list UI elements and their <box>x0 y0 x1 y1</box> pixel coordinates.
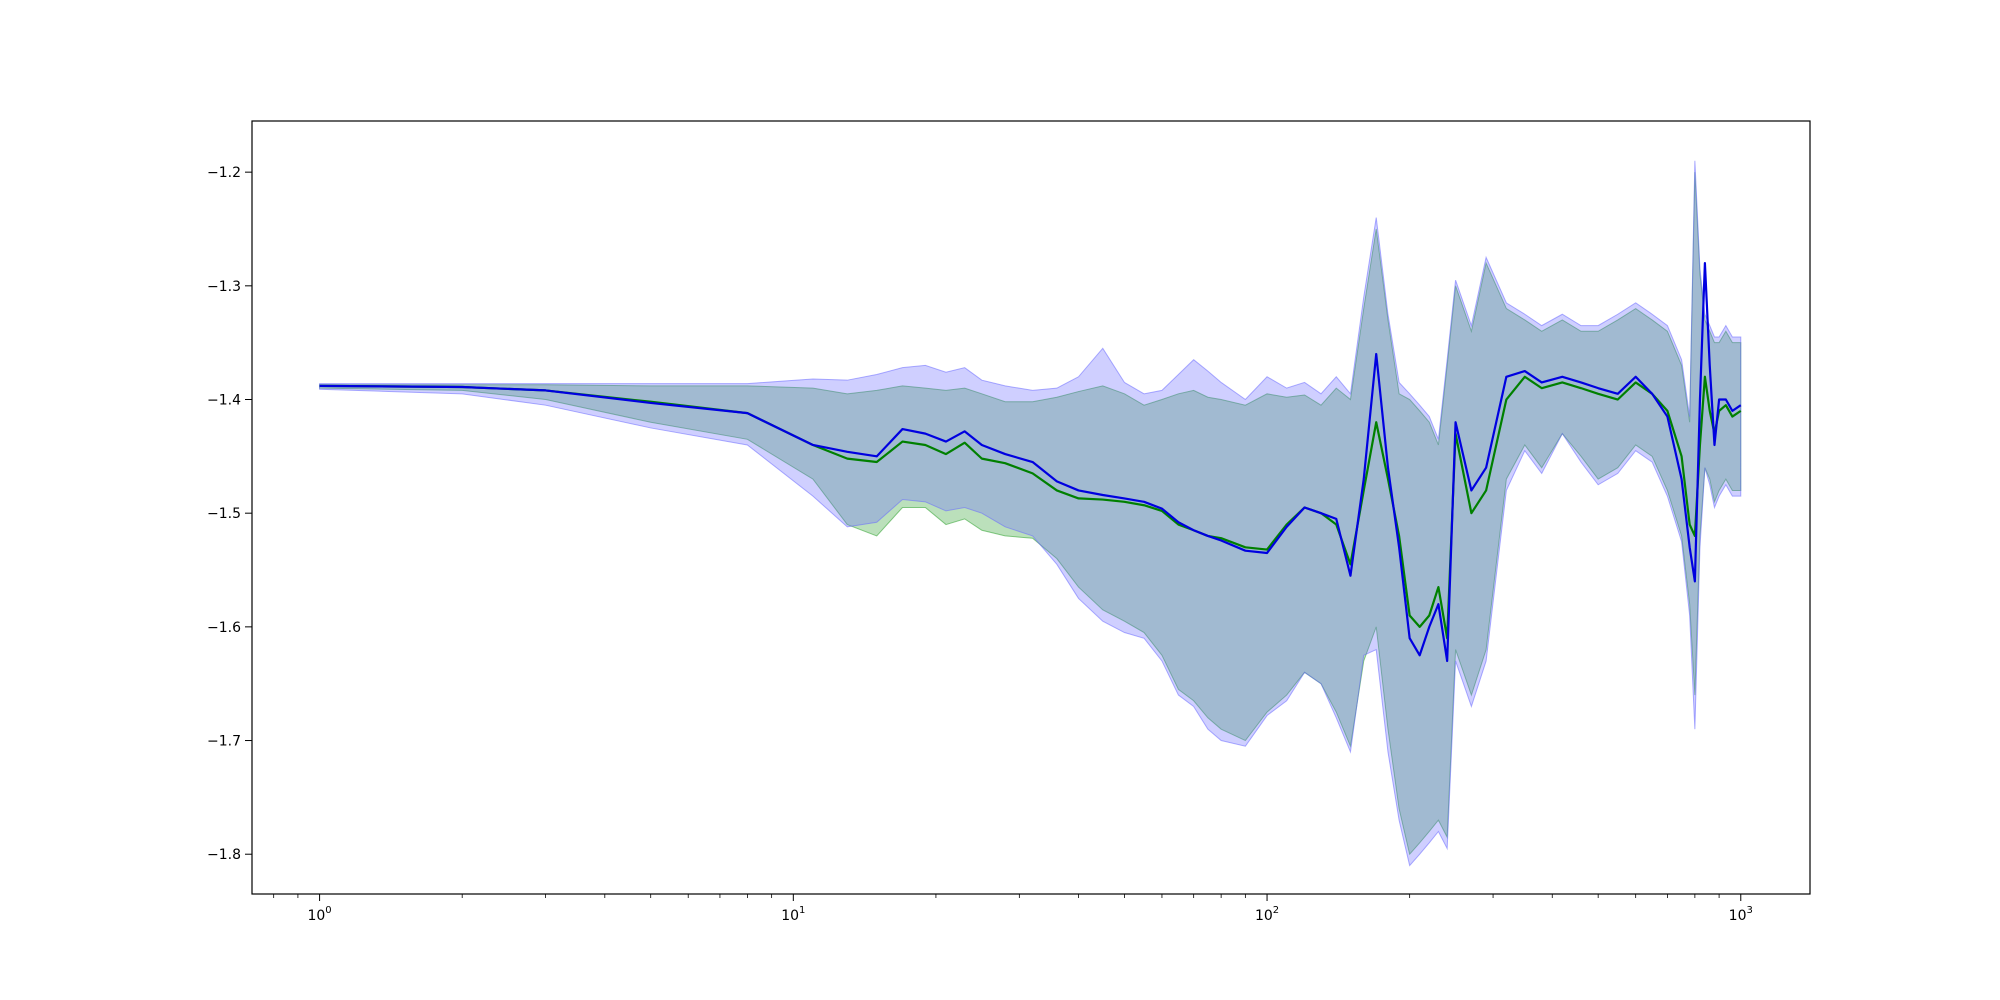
y-tick-label: −1.8 <box>207 847 241 863</box>
y-tick-label: −1.2 <box>207 165 241 181</box>
series-2-line <box>319 262 1742 663</box>
y-tick-label: −1.4 <box>207 393 241 409</box>
series-1-line <box>319 375 1742 640</box>
y-axis: −1.2 −1.3 −1.4 −1.5 −1.6 −1.7 −1.8 <box>207 165 252 863</box>
x-axis: 100 101 102 103 <box>273 894 1753 924</box>
y-tick-label: −1.5 <box>207 506 241 522</box>
x-tick-label: 100 <box>307 905 331 924</box>
series-2-band <box>319 160 1742 867</box>
x-tick-label: 102 <box>1255 905 1279 924</box>
x-tick-label: 101 <box>781 905 805 924</box>
plot-frame <box>251 120 1811 895</box>
y-tick-label: −1.3 <box>207 279 241 295</box>
x-tick-label: 103 <box>1729 905 1753 924</box>
series-lines <box>319 262 1742 663</box>
y-tick-label: −1.7 <box>207 734 241 750</box>
y-tick-label: −1.6 <box>207 620 241 636</box>
confidence-bands <box>319 160 1742 867</box>
